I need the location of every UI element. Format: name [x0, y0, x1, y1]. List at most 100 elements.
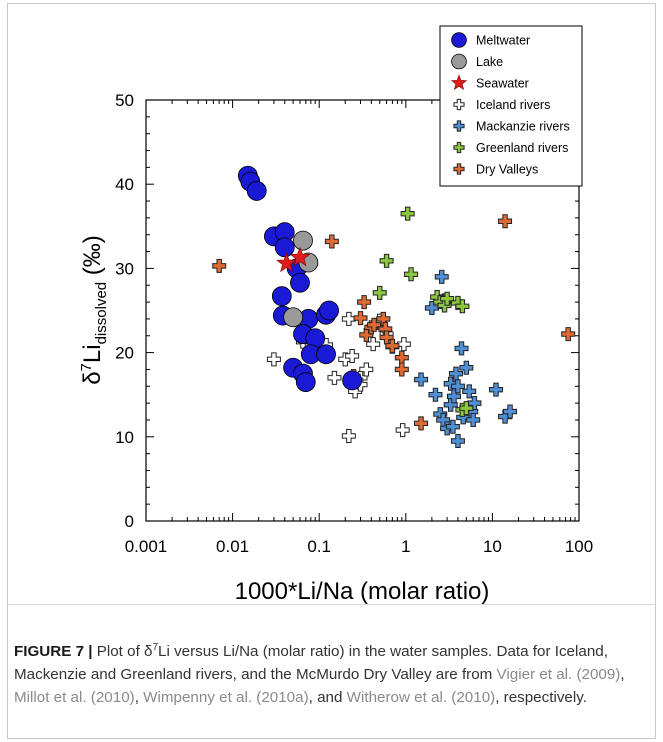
- legend-label-seawater: Seawater: [476, 77, 529, 91]
- point-greenland-rivers: [440, 291, 455, 306]
- citation-millot-link[interactable]: Millot et al. (2010): [14, 689, 135, 707]
- point-dry-valleys: [357, 295, 372, 310]
- x-tick-label: 10: [483, 537, 502, 556]
- point-iceland-rivers: [395, 423, 410, 438]
- y-axis-label-sup: 7: [78, 363, 95, 371]
- citation-wimpenny-link[interactable]: Wimpenny et al. (2010a): [143, 689, 309, 707]
- caption-text-1: Plot of δ: [92, 643, 153, 661]
- legend-marker-mackanzie-rivers: [453, 120, 465, 132]
- point-mackanzie-rivers: [467, 396, 482, 411]
- point-meltwater: [246, 181, 267, 201]
- point-dry-valleys: [212, 258, 227, 273]
- point-mackanzie-rivers: [454, 341, 469, 356]
- point-mackanzie-rivers: [498, 409, 513, 424]
- y-tick-label: 0: [125, 512, 134, 531]
- legend-label-greenland-rivers: Greenland rivers: [476, 141, 568, 155]
- point-mackanzie-rivers: [445, 419, 460, 434]
- point-dry-valleys: [414, 416, 429, 431]
- point-lake: [283, 307, 304, 328]
- y-axis-label: δ7Lidissolved (‰): [78, 235, 110, 385]
- legend-marker-greenland-rivers: [453, 141, 465, 154]
- point-iceland-rivers: [266, 352, 281, 367]
- point-dry-valleys: [324, 234, 339, 249]
- legend-marker-meltwater: [451, 32, 467, 48]
- tick-labels: 0.001 0.01 0.1 1 10 100 0 10 20 30 40 50: [115, 91, 593, 556]
- point-dry-valleys: [498, 214, 513, 229]
- legend-marker-dry-valleys: [453, 163, 465, 175]
- point-iceland-rivers: [341, 428, 356, 443]
- point-dry-valleys: [394, 350, 409, 365]
- legend-marker-lake: [451, 53, 467, 70]
- point-iceland-rivers: [345, 348, 360, 363]
- y-axis-label-li: Li: [79, 344, 106, 363]
- point-mackanzie-rivers: [462, 384, 477, 399]
- point-meltwater: [274, 237, 295, 258]
- point-mackanzie-rivers: [450, 379, 465, 394]
- point-mackanzie-rivers: [456, 410, 471, 425]
- caption-text-2: Li versus Li/Na (molar ratio) in the wat…: [14, 643, 608, 684]
- scatter-chart: 0.001 0.01 0.1 1 10 100 0 10 20 30 40 50 1000*Li/Na…: [78, 25, 593, 605]
- point-seawater: [276, 252, 297, 273]
- point-mackanzie-rivers: [424, 300, 439, 315]
- point-mackanzie-rivers: [446, 389, 461, 404]
- citation-vigier-link[interactable]: Vigier et al. (2009): [496, 666, 621, 684]
- x-tick-label: 1: [401, 537, 410, 556]
- point-iceland-rivers: [359, 362, 374, 377]
- caption-sep-3: , and: [308, 689, 347, 707]
- legend-label-mackanzie-rivers: Mackanzie rivers: [476, 120, 570, 134]
- x-tick-label: 0.1: [307, 537, 331, 556]
- point-dry-valleys: [359, 327, 374, 342]
- point-dry-valleys: [353, 311, 368, 326]
- legend-marker-seawater: [450, 74, 468, 91]
- point-iceland-rivers: [327, 370, 342, 385]
- point-iceland-rivers: [366, 337, 381, 352]
- point-dry-valleys: [367, 317, 382, 332]
- point-greenland-rivers: [400, 206, 415, 221]
- point-mackanzie-rivers: [428, 387, 443, 402]
- legend-label-dry-valleys: Dry Valleys: [476, 163, 538, 177]
- legend-label-lake: Lake: [476, 55, 503, 69]
- data-points: [212, 165, 576, 449]
- x-tick-label: 100: [565, 537, 593, 556]
- point-greenland-rivers: [459, 401, 474, 416]
- point-seawater: [289, 246, 311, 267]
- x-axis-label: 1000*Li/Na (molar ratio): [235, 578, 490, 605]
- y-axis-label-unit: (‰): [79, 235, 106, 282]
- point-meltwater: [316, 344, 336, 365]
- point-mackanzie-rivers: [434, 269, 449, 284]
- point-meltwater: [319, 300, 339, 321]
- point-iceland-rivers: [341, 311, 356, 326]
- figure-caption: FIGURE 7 | Plot of δ7Li versus Li/Na (mo…: [14, 636, 650, 709]
- legend-label-iceland-rivers: Iceland rivers: [476, 98, 550, 112]
- y-tick-label: 30: [115, 259, 134, 278]
- point-dry-valleys: [561, 327, 576, 342]
- y-tick-label: 40: [115, 175, 134, 194]
- point-mackanzie-rivers: [488, 382, 503, 397]
- caption-sep-2: ,: [134, 689, 144, 707]
- point-lake: [293, 230, 313, 251]
- citation-witherow-link[interactable]: Witherow et al. (2010): [346, 689, 496, 707]
- y-axis-label-delta: δ: [79, 371, 106, 384]
- x-tick-label: 0.01: [216, 537, 249, 556]
- point-dry-valleys: [394, 362, 409, 377]
- point-mackanzie-rivers: [459, 360, 474, 375]
- legend: Meltwater Lake Seawater Iceland rivers Macka…: [439, 25, 583, 187]
- point-mackanzie-rivers: [414, 372, 429, 387]
- legend-marker-iceland-rivers: [453, 98, 465, 111]
- caption-sep-1: ,: [620, 666, 625, 684]
- point-greenland-rivers: [455, 299, 470, 314]
- caption-divider: [8, 604, 654, 605]
- point-greenland-rivers: [372, 285, 387, 300]
- y-tick-label: 10: [115, 428, 134, 447]
- caption-tail: , respectively.: [495, 689, 587, 707]
- caption-figure-label: FIGURE 7 |: [14, 643, 93, 661]
- legend-label-meltwater: Meltwater: [476, 34, 530, 48]
- x-tick-label: 0.001: [125, 537, 168, 556]
- point-meltwater: [290, 272, 310, 293]
- y-axis-label-sub: dissolved: [93, 282, 110, 345]
- caption-sup: 7: [152, 642, 159, 653]
- point-greenland-rivers: [404, 267, 419, 282]
- point-iceland-rivers: [396, 337, 411, 352]
- point-dry-valleys: [385, 338, 400, 353]
- point-meltwater: [295, 372, 316, 392]
